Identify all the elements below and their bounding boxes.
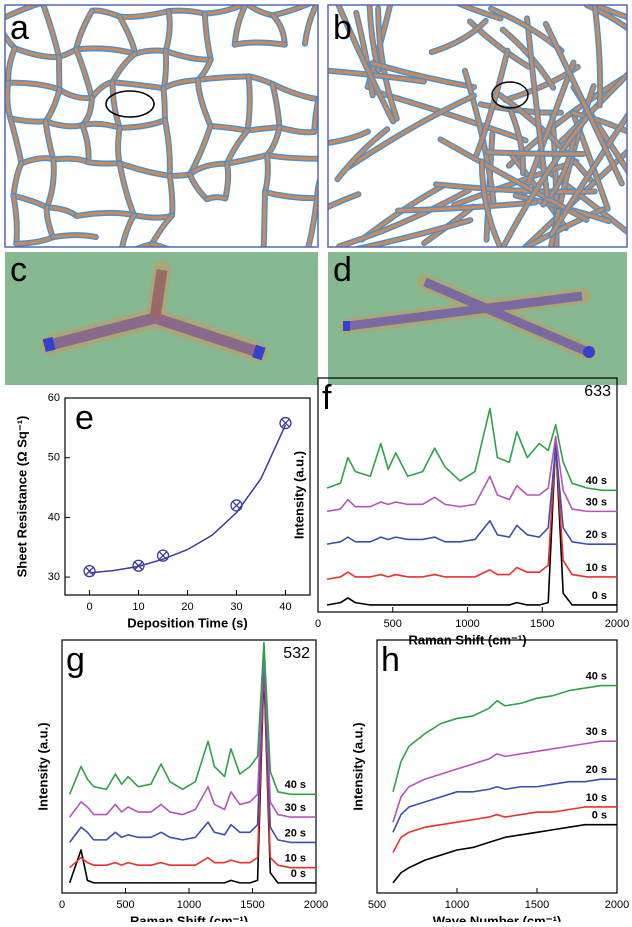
y-axis-label: Sheet Resistance (Ω Sq⁻¹) bbox=[14, 416, 29, 578]
x-tick-label: 500 bbox=[384, 618, 402, 630]
panel-label: h bbox=[381, 641, 400, 679]
y-axis-label: Intensity (a.u.) bbox=[350, 722, 365, 810]
x-tick-label: 0 bbox=[315, 618, 321, 630]
panel-label: g bbox=[66, 641, 85, 679]
fiber-core bbox=[170, 174, 190, 176]
x-tick-label: 10 bbox=[132, 601, 144, 613]
x-axis-label: Raman Shift (cm⁻¹) bbox=[130, 913, 248, 922]
y-tick-label: 30 bbox=[48, 571, 60, 583]
series-label: 10 s bbox=[586, 562, 607, 574]
panel-label: f bbox=[322, 379, 332, 417]
y-tick-label: 50 bbox=[48, 452, 60, 464]
fiber-core bbox=[164, 88, 165, 120]
series-label: 30 s bbox=[586, 726, 607, 738]
fiber-core bbox=[488, 152, 584, 154]
y-axis-label: Intensity (a.u.) bbox=[35, 722, 50, 810]
y-axis-label: Intensity (a.u.) bbox=[291, 451, 306, 539]
series-label: 0 s bbox=[592, 590, 607, 602]
series-label: 20 s bbox=[586, 764, 607, 776]
annotation: 633 bbox=[584, 383, 611, 400]
x-tick-label: 1500 bbox=[525, 899, 549, 911]
fiber-core bbox=[88, 162, 119, 163]
x-tick-label: 500 bbox=[368, 899, 386, 911]
series-label: 0 s bbox=[291, 868, 306, 880]
x-tick-label: 1000 bbox=[177, 899, 201, 911]
fiber-core bbox=[264, 192, 265, 254]
y-tick-label: 40 bbox=[48, 511, 60, 523]
series-label: 0 s bbox=[592, 810, 607, 822]
x-tick-label: 20 bbox=[181, 601, 193, 613]
x-tick-label: 2000 bbox=[605, 618, 629, 630]
x-tick-label: 1500 bbox=[240, 899, 264, 911]
series-label: 20 s bbox=[285, 827, 306, 839]
panel-label: b bbox=[333, 9, 352, 47]
series-label: 10 s bbox=[586, 792, 607, 804]
series-label: 20 s bbox=[586, 529, 607, 541]
series-label: 40 s bbox=[285, 779, 306, 791]
x-tick-label: 1500 bbox=[530, 618, 554, 630]
x-tick-label: 1000 bbox=[455, 618, 479, 630]
y-tick-label: 60 bbox=[48, 392, 60, 404]
x-tick-label: 30 bbox=[230, 601, 242, 613]
series-label: 30 s bbox=[586, 496, 607, 508]
panel-label: c bbox=[10, 251, 27, 289]
panel-label: d bbox=[333, 251, 352, 289]
annotation: 532 bbox=[283, 645, 310, 662]
x-tick-label: 2000 bbox=[304, 899, 328, 911]
x-tick-label: 40 bbox=[279, 601, 291, 613]
series-label: 40 s bbox=[586, 670, 607, 682]
series-label: 40 s bbox=[586, 475, 607, 487]
x-tick-label: 2000 bbox=[605, 899, 629, 911]
fiber-core bbox=[118, 128, 120, 163]
x-tick-label: 1000 bbox=[445, 899, 469, 911]
series-label: 30 s bbox=[285, 802, 306, 814]
x-tick-label: 0 bbox=[59, 899, 65, 911]
panel-label: e bbox=[75, 399, 94, 437]
x-tick-label: 0 bbox=[86, 601, 92, 613]
x-axis-label: Wave Number (cm⁻¹) bbox=[433, 913, 561, 922]
panel-label: a bbox=[10, 9, 29, 47]
x-tick-label: 500 bbox=[116, 899, 134, 911]
series-label: 10 s bbox=[285, 853, 306, 865]
x-axis-label: Deposition Time (s) bbox=[127, 615, 247, 630]
